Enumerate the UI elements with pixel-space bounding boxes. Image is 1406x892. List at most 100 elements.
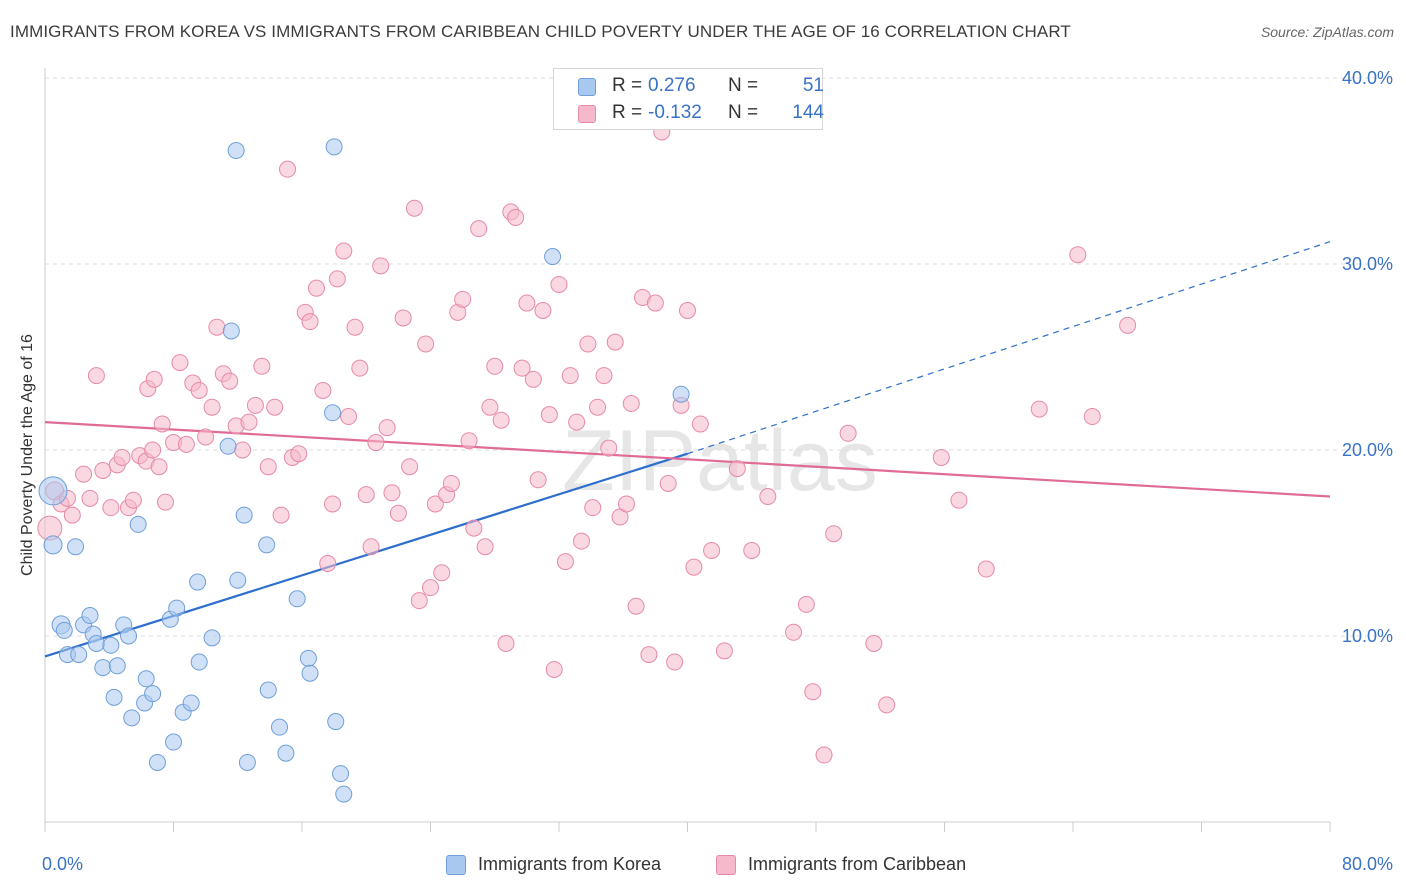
caribbean-point — [279, 160, 297, 178]
caribbean-point — [102, 499, 120, 517]
caribbean-point — [481, 398, 499, 416]
caribbean-point — [156, 493, 174, 511]
korea-point — [38, 476, 68, 506]
korea-point — [148, 753, 166, 771]
caribbean-point — [145, 370, 163, 388]
caribbean-point — [153, 415, 171, 433]
korea-legend-label: Immigrants from Korea — [478, 854, 662, 874]
caribbean-point — [534, 302, 552, 319]
caribbean-point — [759, 488, 777, 505]
caribbean-point — [208, 318, 226, 336]
caribbean-point — [113, 448, 131, 466]
korea-point — [229, 571, 247, 589]
caribbean-point — [529, 471, 547, 489]
caribbean-point — [340, 408, 358, 426]
caribbean-point — [640, 646, 658, 664]
caribbean-point — [691, 415, 709, 433]
korea-point — [123, 709, 141, 727]
caribbean-point — [556, 553, 574, 571]
korea-n-label: N = — [728, 75, 759, 96]
x-tick-label: 0.0% — [42, 854, 83, 874]
caribbean-swatch — [578, 105, 596, 123]
correlation-legend: R = 0.276 N = 51 R = -0.132 N = 144 — [553, 68, 824, 130]
korea-point — [277, 744, 295, 762]
caribbean-point — [433, 564, 451, 582]
caribbean-point — [442, 474, 460, 492]
caribbean-point — [75, 465, 93, 483]
caribbean-point — [476, 538, 494, 556]
korea-point — [67, 538, 85, 556]
source-label: Source: ZipAtlas.com — [1260, 24, 1394, 40]
korea-point — [105, 688, 123, 706]
caribbean-point — [470, 220, 488, 238]
caribbean-point — [357, 486, 375, 504]
caribbean-point — [389, 504, 407, 522]
caribbean-point — [950, 491, 968, 509]
korea-point — [168, 599, 186, 617]
korea-point — [219, 437, 237, 455]
caribbean-point — [171, 354, 189, 372]
caribbean-point — [600, 439, 618, 457]
trend-lines — [44, 241, 1331, 658]
korea-point — [238, 753, 256, 771]
caribbean-point — [815, 746, 833, 764]
caribbean-point — [728, 460, 746, 478]
caribbean-point — [703, 541, 721, 559]
caribbean-point — [367, 434, 385, 452]
caribbean-point — [410, 592, 428, 610]
caribbean-point — [825, 525, 843, 543]
korea-point — [94, 659, 112, 677]
caribbean-point — [568, 413, 586, 431]
korea-point — [259, 681, 277, 699]
y-tick-label: 40.0% — [1342, 68, 1393, 88]
caribbean-point — [351, 359, 369, 377]
data-points — [37, 123, 1137, 803]
korea-point — [144, 685, 162, 703]
caribbean-point — [518, 294, 536, 312]
caribbean-point — [685, 558, 703, 576]
caribbean-point — [715, 642, 733, 660]
korea-point — [87, 634, 105, 652]
caribbean-point — [561, 367, 579, 385]
korea-point — [81, 607, 99, 625]
korea-point — [165, 733, 182, 751]
caribbean-point — [290, 445, 308, 463]
caribbean-point — [401, 458, 419, 476]
caribbean-point — [259, 458, 277, 476]
y-axis-title: Child Poverty Under the Age of 16 — [19, 334, 36, 576]
caribbean-point — [234, 441, 252, 459]
caribbean-point — [540, 406, 558, 424]
korea-point — [190, 653, 208, 671]
caribbean-point — [1119, 316, 1137, 334]
caribbean-point — [977, 560, 995, 578]
korea-point — [102, 636, 120, 654]
caribbean-r-label: R = — [612, 102, 643, 123]
caribbean-point — [335, 242, 353, 260]
caribbean-point — [177, 435, 195, 453]
korea-point — [120, 627, 138, 645]
korea-point — [203, 629, 221, 647]
caribbean-point — [804, 683, 822, 701]
korea-point — [235, 506, 253, 524]
caribbean-point — [124, 491, 142, 509]
korea-point — [327, 713, 345, 731]
caribbean-point — [63, 506, 81, 524]
caribbean-point — [486, 357, 504, 375]
caribbean-point — [221, 372, 239, 390]
caribbean-point — [550, 275, 568, 293]
caribbean-point — [307, 279, 325, 297]
caribbean-point — [865, 634, 883, 652]
caribbean-point — [622, 395, 640, 412]
caribbean-point — [507, 209, 525, 226]
caribbean-point — [203, 398, 221, 416]
caribbean-point — [579, 335, 597, 353]
caribbean-point — [584, 499, 602, 517]
caribbean-point — [1030, 400, 1048, 418]
caribbean-point — [383, 484, 401, 502]
caribbean-point — [346, 318, 364, 336]
korea-point — [299, 649, 317, 667]
caribbean-point — [362, 538, 380, 556]
caribbean-point — [94, 461, 112, 479]
korea-point — [544, 248, 562, 266]
